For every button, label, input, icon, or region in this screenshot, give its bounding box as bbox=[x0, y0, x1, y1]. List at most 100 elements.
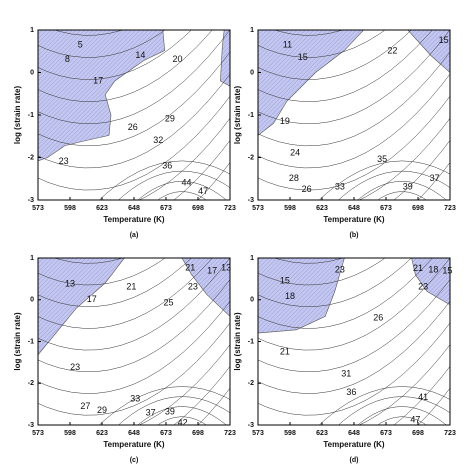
caption: (b) bbox=[350, 232, 359, 239]
contour-line bbox=[38, 279, 230, 373]
contour-label: 8 bbox=[65, 54, 70, 64]
x-axis-label: Temperature (K) bbox=[323, 440, 385, 449]
contour-line bbox=[274, 258, 344, 264]
plot-area bbox=[258, 30, 450, 200]
contour-line bbox=[54, 30, 123, 36]
plot-area bbox=[38, 30, 230, 200]
x-tick-label: 698 bbox=[412, 205, 424, 212]
x-axis-label: Temperature (K) bbox=[103, 440, 165, 449]
contour-line bbox=[38, 30, 192, 80]
x-tick-label: 673 bbox=[160, 205, 172, 212]
y-tick-label: 1 bbox=[30, 27, 34, 34]
y-tick-label: -1 bbox=[28, 112, 34, 119]
contour-label: 32 bbox=[153, 135, 163, 145]
contour-label: 21 bbox=[126, 282, 136, 292]
contour-label: 35 bbox=[377, 154, 387, 164]
contour-label: 19 bbox=[280, 116, 290, 126]
contour-line bbox=[258, 344, 450, 425]
contour-label: 42 bbox=[178, 417, 188, 427]
x-tick-label: 623 bbox=[96, 430, 108, 437]
contour-label: 23 bbox=[188, 282, 198, 292]
contour-label: 21 bbox=[280, 346, 290, 356]
contour-label: 23 bbox=[59, 156, 69, 166]
contour-label: 25 bbox=[164, 297, 174, 307]
contour-label: 21 bbox=[413, 263, 423, 273]
unstable-region bbox=[38, 30, 166, 162]
y-tick-label: 0 bbox=[250, 69, 254, 76]
contour-line bbox=[258, 30, 433, 102]
x-tick-label: 573 bbox=[32, 430, 44, 437]
contour-line bbox=[38, 30, 166, 58]
contour-line bbox=[417, 387, 450, 425]
contour-line bbox=[258, 258, 412, 307]
x-tick-label: 698 bbox=[192, 430, 204, 437]
contour-line bbox=[98, 386, 230, 425]
x-tick-label: 573 bbox=[252, 430, 264, 437]
contour-line bbox=[173, 365, 230, 425]
contour-line bbox=[38, 258, 166, 286]
contour-line bbox=[377, 416, 427, 425]
contour-label: 18 bbox=[428, 264, 438, 274]
contour-label: 17 bbox=[207, 265, 217, 275]
y-axis-label: log (strain rate) bbox=[233, 312, 242, 371]
contour-label: 18 bbox=[285, 291, 295, 301]
contour-line bbox=[258, 258, 433, 329]
contour-label: 26 bbox=[373, 312, 383, 322]
contour-line bbox=[258, 258, 386, 286]
contour-label: 11 bbox=[283, 39, 292, 49]
contour-label: 27 bbox=[80, 401, 90, 411]
x-tick-label: 623 bbox=[96, 205, 108, 212]
panel: 573 598 623 648 673 698 723 -3 -2 -1 0 1 Temperature… bbox=[13, 255, 236, 464]
x-tick-label: 648 bbox=[128, 430, 140, 437]
contour-label: 37 bbox=[146, 407, 156, 417]
x-tick-label: 573 bbox=[252, 205, 264, 212]
contour-label: 36 bbox=[162, 160, 172, 170]
contour-line bbox=[377, 191, 427, 200]
contour-label: 17 bbox=[93, 75, 103, 85]
contour-line bbox=[118, 396, 230, 425]
unstable-region bbox=[38, 258, 125, 356]
contour-label: 15 bbox=[439, 35, 449, 45]
y-tick-label: -2 bbox=[248, 154, 254, 161]
x-tick-label: 723 bbox=[224, 205, 236, 212]
contour-line bbox=[38, 95, 230, 191]
y-tick-label: -3 bbox=[28, 197, 34, 204]
x-tick-label: 673 bbox=[380, 430, 392, 437]
contour-line bbox=[54, 258, 124, 264]
y-axis-label: log (strain rate) bbox=[13, 312, 22, 371]
contour-label: 33 bbox=[335, 182, 345, 192]
contour-line bbox=[118, 170, 230, 200]
contour-label: 39 bbox=[165, 406, 175, 416]
contour-label: 5 bbox=[78, 39, 83, 49]
contour-line bbox=[318, 386, 450, 425]
contour-line bbox=[157, 416, 207, 425]
contour-label: 39 bbox=[403, 182, 413, 192]
contour-label: 33 bbox=[130, 393, 140, 403]
contour-label: 23 bbox=[418, 282, 428, 292]
contour-label: 37 bbox=[430, 173, 440, 183]
contour-label: 31 bbox=[341, 368, 351, 378]
x-tick-label: 673 bbox=[380, 205, 392, 212]
contour-label: 29 bbox=[97, 405, 107, 415]
contour-line bbox=[197, 387, 230, 425]
x-tick-label: 598 bbox=[284, 205, 296, 212]
x-tick-label: 673 bbox=[160, 430, 172, 437]
contour-line bbox=[274, 30, 343, 36]
x-tick-label: 648 bbox=[348, 205, 360, 212]
y-tick-label: -3 bbox=[28, 422, 34, 429]
plot-area bbox=[38, 258, 230, 425]
x-tick-label: 598 bbox=[64, 430, 76, 437]
y-tick-label: -3 bbox=[248, 422, 254, 429]
contour-line bbox=[38, 300, 230, 394]
contour-line bbox=[38, 30, 213, 102]
contour-label: 23 bbox=[70, 362, 80, 372]
contour-line bbox=[137, 181, 227, 200]
x-tick-label: 623 bbox=[316, 430, 328, 437]
y-axis-label: log (strain rate) bbox=[13, 86, 22, 145]
contour-line bbox=[338, 170, 450, 200]
contour-line bbox=[393, 139, 450, 200]
contour-line bbox=[258, 73, 450, 169]
x-tick-label: 648 bbox=[348, 430, 360, 437]
contour-label: 44 bbox=[181, 177, 191, 187]
